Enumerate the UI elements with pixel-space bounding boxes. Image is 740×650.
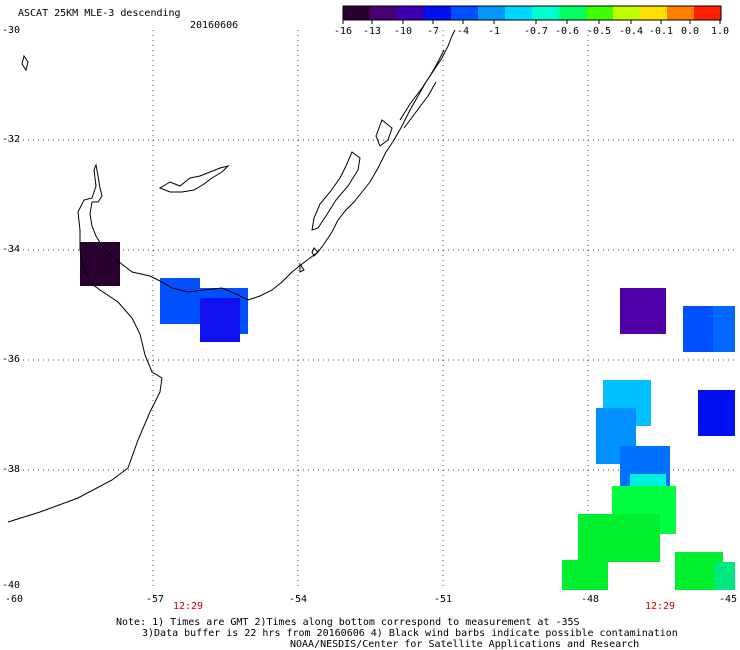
colorbar <box>342 5 722 24</box>
colorbar-segment <box>451 6 479 20</box>
island-falklands-like <box>158 165 230 193</box>
colorbar-segment <box>640 6 668 20</box>
wind-cell <box>698 390 735 436</box>
colorbar-label: -0.1 <box>649 26 674 37</box>
note-line-1: Note: 1) Times are GMT 2)Times along bot… <box>116 617 580 628</box>
colorbar-segment <box>370 6 398 20</box>
graticule <box>8 30 735 590</box>
island-small-west <box>21 54 29 72</box>
note-line-2: 3)Data buffer is 22 hrs from 20160606 4)… <box>142 628 678 639</box>
wind-cell <box>713 306 735 352</box>
lat-label: -32 <box>2 134 21 145</box>
pass-time: 12:29 <box>172 601 204 612</box>
coastline <box>7 29 456 523</box>
colorbar-segment <box>586 6 614 20</box>
lon-label: -45 <box>718 594 738 605</box>
lagoon-patos <box>311 151 361 231</box>
lon-label: -57 <box>145 594 165 605</box>
island-small-coast <box>311 247 319 257</box>
lat-label: -36 <box>2 354 21 365</box>
wind-cell <box>160 278 200 324</box>
wind-cell <box>80 242 120 286</box>
wind-cell <box>620 288 666 334</box>
colorbar-segment <box>478 6 506 20</box>
lat-label: -40 <box>2 580 21 591</box>
wind-cell <box>715 562 735 590</box>
lagoon-mirim <box>375 119 393 147</box>
colorbar-label: -0.4 <box>619 26 644 37</box>
lon-label: -51 <box>433 594 453 605</box>
colorbar-label: -16 <box>333 26 353 37</box>
colorbar-label: -10 <box>393 26 413 37</box>
wind-cells <box>80 242 735 590</box>
coast-north-lagoons <box>399 49 445 129</box>
island-small-bay <box>299 262 305 273</box>
lat-label: -38 <box>2 464 21 475</box>
colorbar-label: -7 <box>426 26 440 37</box>
colorbar-segment <box>613 6 641 20</box>
colorbar-label: -4 <box>456 26 470 37</box>
colorbar-segment <box>397 6 425 20</box>
colorbar-segment <box>343 6 371 20</box>
colorbar-label: -13 <box>362 26 382 37</box>
colorbar-label: -0.6 <box>555 26 580 37</box>
colorbar-segment <box>667 6 695 20</box>
lat-label: -34 <box>2 244 21 255</box>
colorbar-segment <box>694 6 722 20</box>
note-line-3: NOAA/NESDIS/Center for Satellite Applica… <box>290 639 640 650</box>
wind-cell <box>578 514 660 562</box>
colorbar-label: 1.0 <box>710 26 730 37</box>
colorbar-segment <box>559 6 587 20</box>
colorbar-border <box>342 5 722 21</box>
lon-label: -60 <box>4 594 24 605</box>
lat-label: -30 <box>2 25 21 36</box>
pass-time: 12:29 <box>644 601 676 612</box>
coastline-argentina-uruguay <box>7 29 456 523</box>
lon-label: -54 <box>288 594 308 605</box>
wind-cell <box>562 560 608 590</box>
colorbar-segment <box>505 6 533 20</box>
product-title: ASCAT 25KM MLE-3 descending <box>18 8 181 19</box>
colorbar-label: -0.5 <box>587 26 612 37</box>
colorbar-label: -1 <box>487 26 501 37</box>
colorbar-label: -0.7 <box>524 26 549 37</box>
colorbar-segment <box>532 6 560 20</box>
wind-cell <box>200 298 240 342</box>
product-date: 20160606 <box>190 20 239 31</box>
lon-label: -48 <box>580 594 600 605</box>
colorbar-label: 0.0 <box>680 26 700 37</box>
colorbar-segment <box>424 6 452 20</box>
